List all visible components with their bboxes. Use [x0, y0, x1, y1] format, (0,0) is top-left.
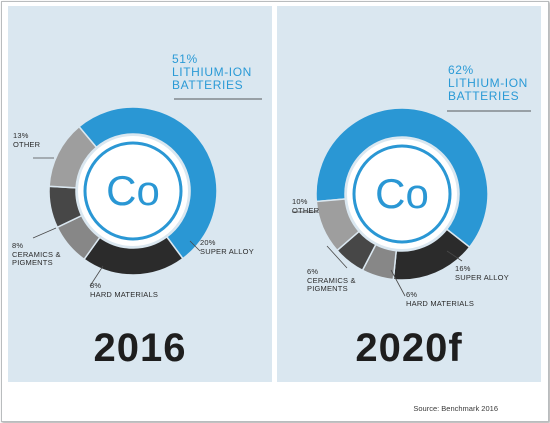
slice-other-2020f [315, 198, 361, 252]
leader-line-other-2016 [89, 265, 104, 287]
element-ring-2020f [352, 144, 452, 244]
leader-line-hard-materials-2016 [32, 227, 57, 239]
label-lithium-ion-2016: 51% Lithium-ion batteries [172, 53, 252, 92]
slice-other-2016 [48, 125, 98, 189]
label-other-2020f: 10% Other [292, 197, 320, 215]
donut-hole-2020f [347, 139, 457, 249]
label-hard-materials-2020f: 6% Hard materials [406, 290, 475, 308]
year-2020f: 2020f [355, 326, 463, 370]
source-note: Source: Benchmark 2016 [413, 404, 498, 413]
slice-lithium-ion-2016 [77, 106, 218, 260]
label-ceramics-2016-value: 8% [12, 241, 24, 250]
donut-hole-2016 [78, 136, 188, 246]
label-other-2016: 13% Other [13, 131, 41, 149]
label-hard-materials-2020f-text: Hard materials [406, 298, 475, 308]
leader-line-other-2020f [390, 269, 406, 297]
leader-line-ceramics-2020f [446, 250, 463, 262]
donut-chart-2020f: Co [292, 107, 531, 297]
leader-line-hard-materials-2020f [326, 245, 348, 269]
donut-chart-2016: Co [32, 98, 262, 287]
label-hard-materials-2020f-value: 6% [406, 290, 418, 299]
label-ceramics-2020f-value: 6% [307, 267, 319, 276]
label-lithium-ion-2020f: 62% Lithium-ion batteries [448, 64, 528, 103]
label-hard-materials-2016-text: Hard materials [90, 289, 159, 299]
label-other-2020f-text: Other [292, 205, 320, 215]
label-ceramics-2016: 8% Ceramics & pigments [12, 241, 61, 268]
label-super-alloy-2020f-text: Super alloy [455, 272, 509, 282]
label-ceramics-2016-text: Ceramics & pigments [12, 249, 61, 267]
chart-panel-2020f: Co 62% Lithium-ion batteries 10% Other 6… [277, 6, 541, 382]
label-lithium-ion-2016-text: Lithium-ion batteries [172, 65, 252, 92]
label-other-2016-text: Other [13, 139, 41, 149]
chart-panel-2016: Co 51% Lithium-ion batteries 13% Other 8… [8, 6, 272, 382]
year-2016: 2016 [93, 326, 187, 370]
label-ceramics-2020f-text: Ceramics & pigments [307, 275, 356, 293]
label-lithium-ion-2016-value: 51% [172, 52, 198, 66]
label-hard-materials-2016: 8% Hard materials [90, 281, 159, 299]
label-other-2016-value: 13% [13, 131, 29, 140]
label-super-alloy-2020f: 16% Super alloy [455, 264, 509, 282]
label-super-alloy-2016-text: Super alloy [200, 246, 254, 256]
label-lithium-ion-2020f-text: Lithium-ion batteries [448, 76, 528, 103]
cobalt-symbol-2016: Co [106, 167, 160, 214]
label-super-alloy-2016: 20% Super alloy [200, 238, 254, 256]
label-hard-materials-2016-value: 8% [90, 281, 102, 290]
label-super-alloy-2020f-value: 16% [455, 264, 471, 273]
label-super-alloy-2016-value: 20% [200, 238, 216, 247]
cobalt-symbol-2020f: Co [375, 170, 429, 217]
label-lithium-ion-2020f-value: 62% [448, 63, 474, 77]
leader-line-ceramics-2016 [189, 240, 201, 252]
label-other-2020f-value: 10% [292, 197, 308, 206]
slice-lithium-ion-2020f [315, 107, 489, 249]
element-ring-2016 [83, 141, 183, 241]
label-ceramics-2020f: 6% Ceramics & pigments [307, 267, 356, 294]
